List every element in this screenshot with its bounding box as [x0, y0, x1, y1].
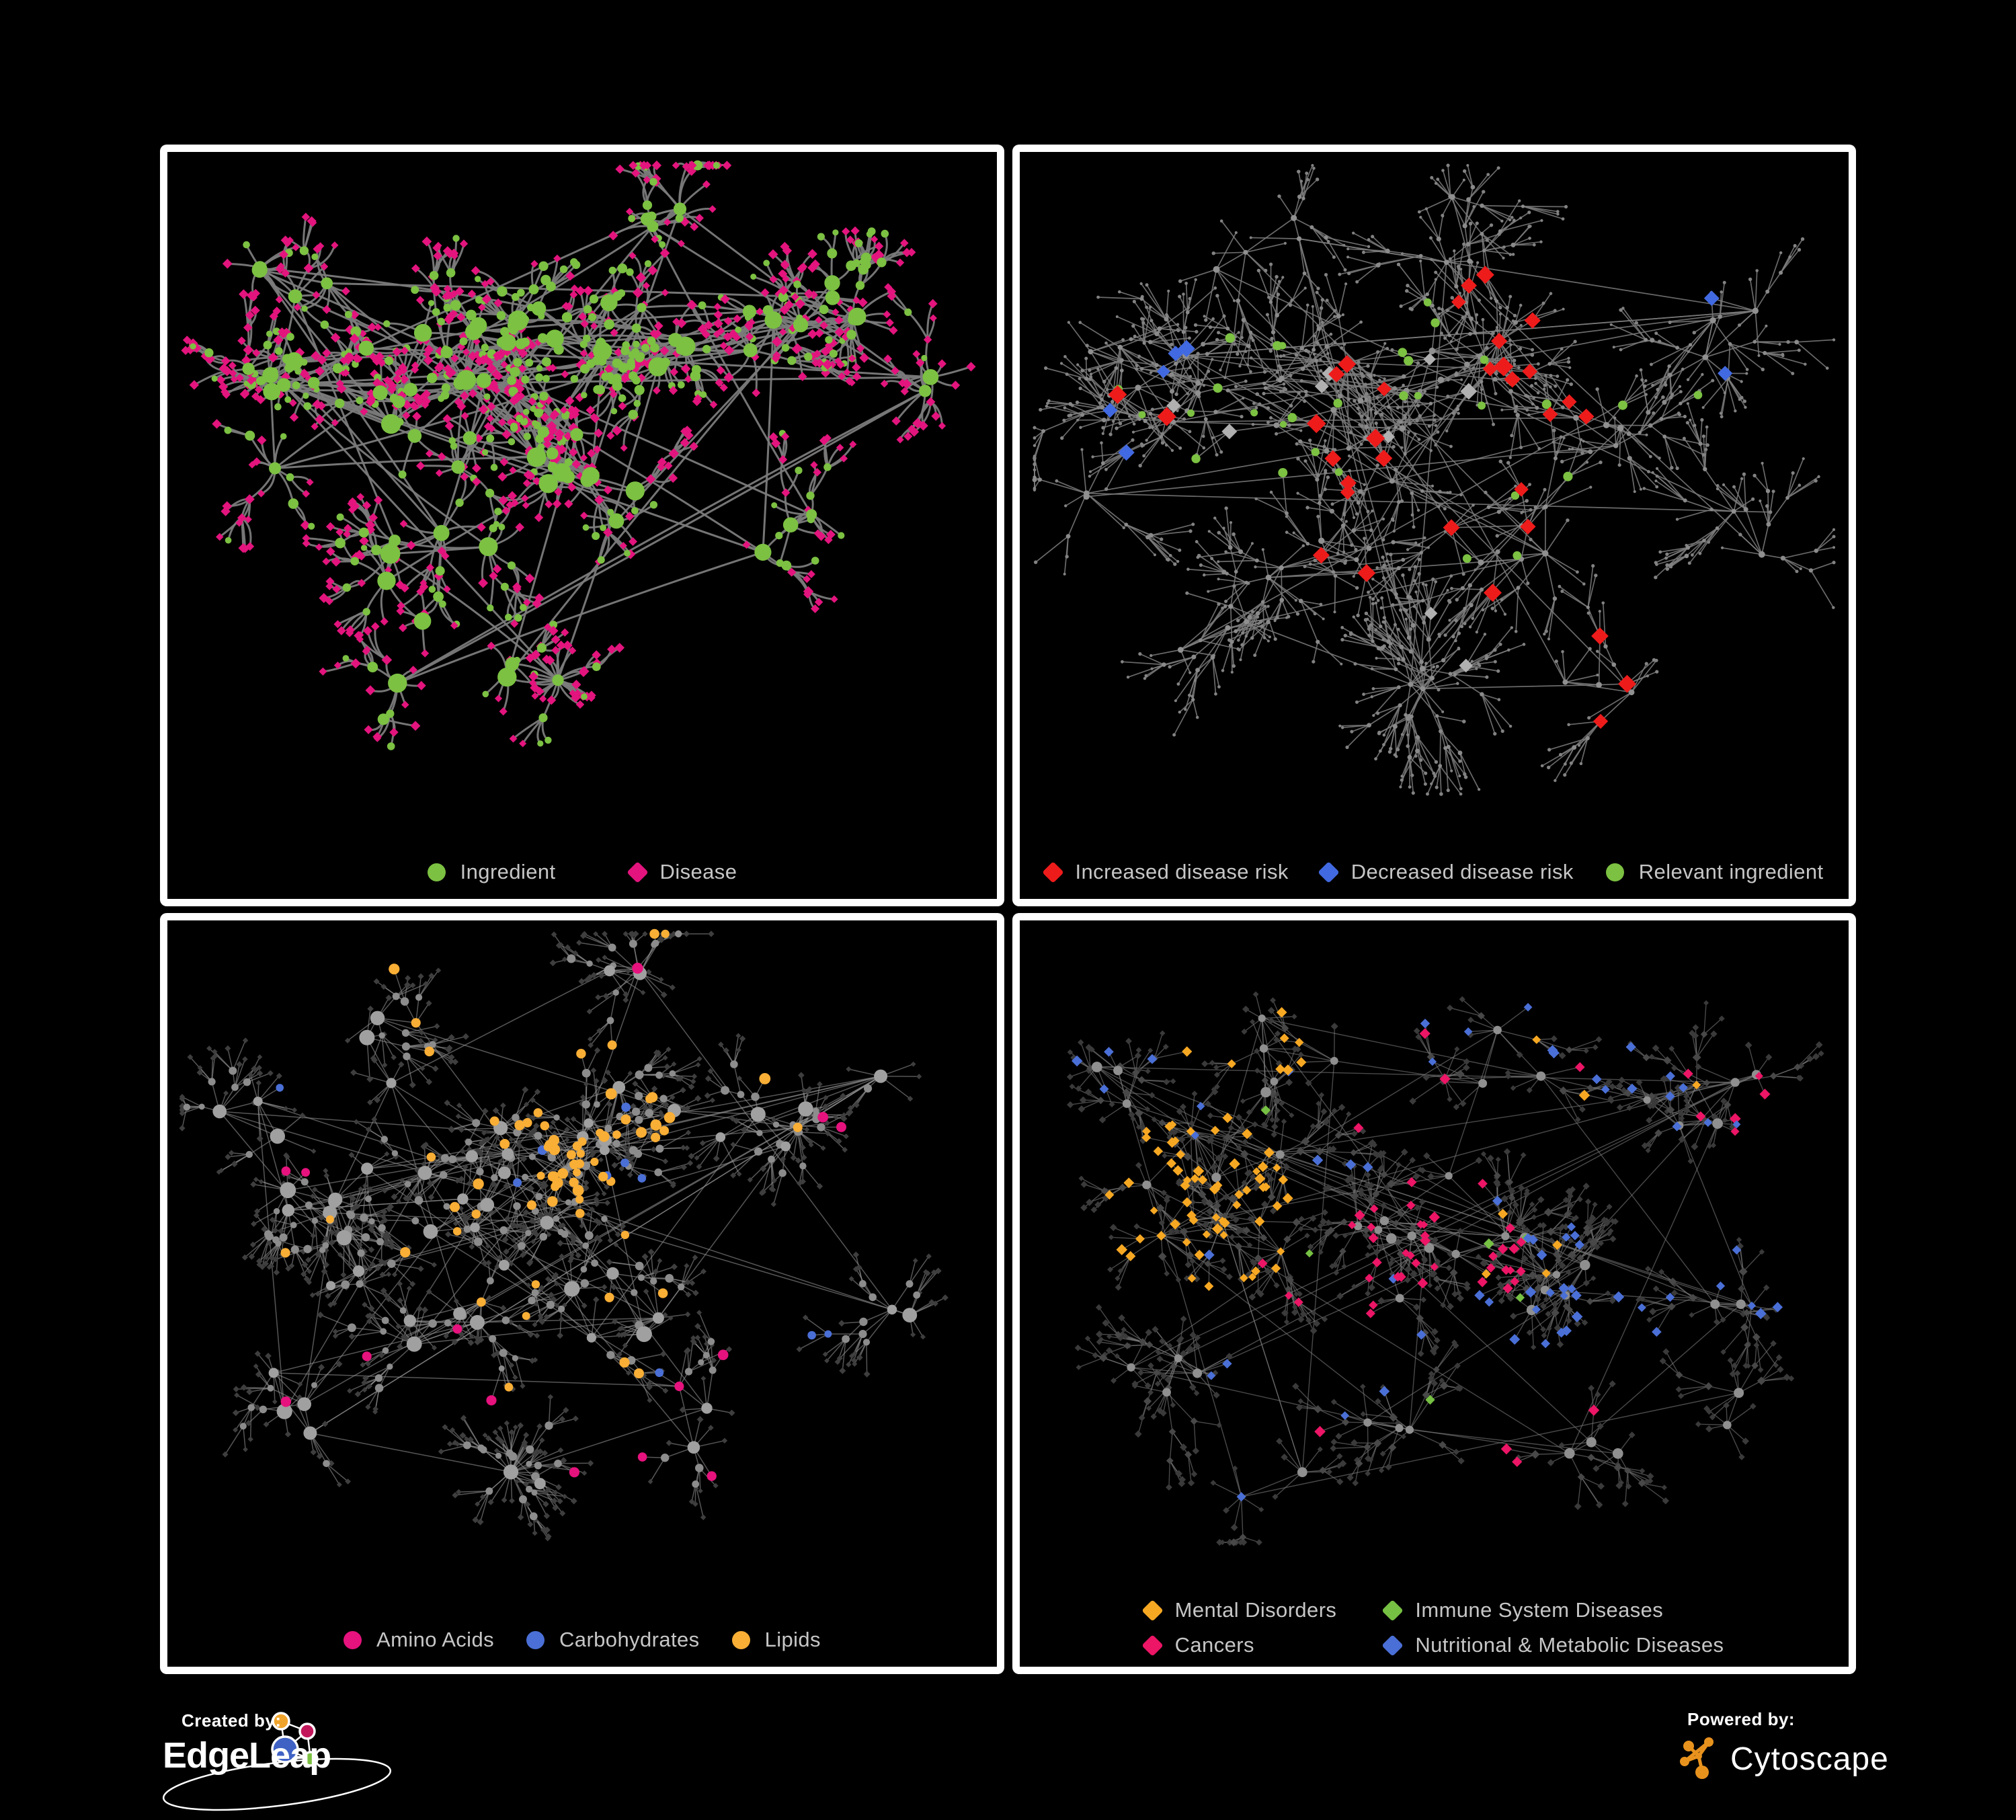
legend-item-ingredient: Ingredient [427, 860, 556, 884]
cancers-diamond-swatch [1141, 1634, 1164, 1657]
edgeleap-node-green [303, 1751, 319, 1767]
lipids-legend-label: Lipids [764, 1628, 821, 1651]
increased-disease-risk-legend-label: Increased disease risk [1075, 860, 1289, 883]
decreased-disease-risk-legend-label: Decreased disease risk [1350, 860, 1574, 883]
legend-item-amino-acids: Amino Acids [344, 1628, 494, 1652]
nutritional-metabolic-diseases-legend-label: Nutritional & Metabolic Diseases [1415, 1633, 1724, 1657]
ingredient-circle-swatch [427, 863, 446, 881]
legend-item-disease: Disease [626, 860, 737, 884]
powered-by-label: Powered by: [1687, 1709, 1796, 1729]
mental-disorders-diamond-swatch [1141, 1599, 1164, 1622]
legend-item-nutritional-metabolic-diseases: Nutritional & Metabolic Diseases [1381, 1633, 1724, 1657]
edgeleap-logo [162, 1712, 392, 1811]
immune-system-diseases-diamond-swatch [1381, 1599, 1404, 1622]
disease-legend-label: Disease [659, 860, 737, 883]
legend-item-lipids: Lipids [731, 1628, 821, 1652]
cancers-legend-label: Cancers [1174, 1633, 1254, 1657]
disease-classes-legend: Mental Disorders Cancers Immune System Dis… [1020, 1598, 1849, 1657]
mental-disorders-legend-label: Mental Disorders [1174, 1598, 1337, 1622]
ingredient-legend-label: Ingredient [460, 860, 556, 883]
legend-item-increased-disease-risk: Increased disease risk [1041, 860, 1289, 884]
panel-ingredient-classes-network: Amino Acids Carbohydrates Lipids [160, 913, 1004, 1674]
relevant-ingredient-circle-swatch [1605, 863, 1624, 881]
legend-item-decreased-disease-risk: Decreased disease risk [1317, 860, 1574, 884]
increased-disease-risk-diamond-swatch [1041, 861, 1064, 883]
carbohydrates-legend-label: Carbohydrates [559, 1628, 700, 1651]
disease-diamond-swatch [626, 861, 649, 883]
legend-item-carbohydrates: Carbohydrates [526, 1628, 700, 1652]
ingredient-classes-network-graph [179, 928, 949, 1542]
edgeleap-node-blue [271, 1735, 299, 1764]
amino-acids-legend-label: Amino Acids [376, 1628, 495, 1651]
ingredient-disease-network-graph [181, 160, 976, 750]
ingredient-classes-legend: Amino Acids Carbohydrates Lipids [167, 1628, 997, 1652]
created-by-block: Created by: EdgeLeap [156, 1706, 465, 1820]
ingredient-disease-legend: Ingredient Disease [167, 860, 997, 884]
legend-item-relevant-ingredient: Relevant ingredient [1605, 860, 1824, 884]
lipids-circle-swatch [731, 1630, 750, 1649]
nutritional-metabolic-diseases-diamond-swatch [1381, 1634, 1404, 1657]
immune-system-diseases-legend-label: Immune System Diseases [1415, 1598, 1664, 1622]
legend-item-mental-disorders: Mental Disorders [1141, 1598, 1337, 1622]
powered-by-block: Powered by: Cytoscape [1679, 1709, 1962, 1796]
amino-acids-circle-swatch [344, 1630, 362, 1649]
created-by-label: Created by: [182, 1710, 282, 1731]
cytoscape-icon [1680, 1737, 1713, 1779]
legend-item-immune-system-diseases: Immune System Diseases [1381, 1598, 1724, 1622]
disease-risk-network-graph [1032, 163, 1836, 796]
edgeleap-swoosh [162, 1757, 392, 1811]
panel-disease-classes-network: Mental Disorders Cancers Immune System Dis… [1012, 913, 1856, 1674]
relevant-ingredient-legend-label: Relevant ingredient [1638, 860, 1824, 883]
cytoscape-wordmark: Cytoscape [1730, 1741, 1889, 1777]
edgeleap-wordmark: EdgeLeap [163, 1735, 331, 1776]
cytoscape-icon-nodes [1680, 1737, 1713, 1779]
disease-risk-legend: Increased disease risk Decreased disease … [1020, 860, 1849, 884]
legend-item-cancers: Cancers [1141, 1633, 1337, 1657]
disease-classes-network-graph [1066, 991, 1824, 1546]
edgeleap-logo-nodes [271, 1712, 319, 1767]
panel-disease-risk-network: Increased disease risk Decreased disease … [1012, 145, 1856, 906]
carbohydrates-circle-swatch [526, 1630, 545, 1649]
edgeleap-node-orange [272, 1712, 290, 1731]
edgeleap-node-magenta [298, 1723, 316, 1740]
panel-ingredient-disease-network: Ingredient Disease [160, 145, 1004, 906]
decreased-disease-risk-diamond-swatch [1317, 861, 1340, 883]
